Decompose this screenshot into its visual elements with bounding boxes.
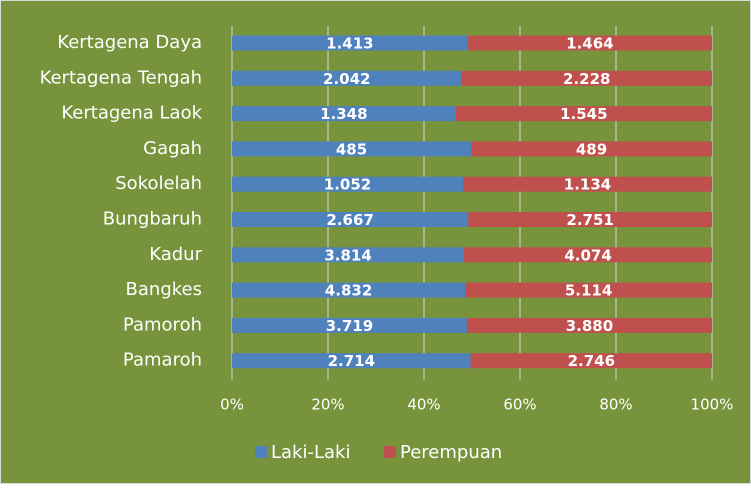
- legend-label: Perempuan: [400, 442, 502, 463]
- x-tick-label: 40%: [407, 396, 440, 414]
- data-label: 2.751: [566, 211, 613, 229]
- bar-segment: [464, 247, 712, 263]
- bar-segment: [462, 176, 712, 192]
- data-label: 485: [336, 140, 367, 158]
- category-label: Kertagena Laok: [61, 103, 202, 124]
- bar-segment: [232, 282, 466, 298]
- category-label: Kertagena Tengah: [40, 67, 202, 88]
- bar-segment: [232, 353, 471, 369]
- category-label: Bungbaruh: [103, 209, 202, 230]
- bar-segment: [232, 106, 456, 122]
- category-label: Pamaroh: [123, 350, 202, 371]
- bar-segment: [232, 35, 468, 51]
- x-tick-label: 0%: [220, 396, 244, 414]
- bar-segment: [232, 70, 462, 86]
- bar-segment: [232, 212, 469, 227]
- category-label: Gagah: [143, 138, 202, 159]
- data-label: 4.832: [325, 282, 372, 300]
- bar-segment: [455, 106, 712, 122]
- data-label: 2.228: [563, 70, 610, 88]
- x-tick-label: 80%: [599, 396, 632, 414]
- data-label: 1.052: [324, 176, 371, 194]
- category-label: Kertagena Daya: [57, 32, 202, 53]
- legend-label: Laki-Laki: [271, 442, 350, 463]
- category-label: Kadur: [149, 244, 202, 265]
- data-label: 4.074: [564, 246, 611, 264]
- data-label: 2.714: [328, 352, 375, 370]
- data-label: 1.348: [320, 105, 367, 123]
- data-label: 5.114: [565, 282, 612, 300]
- x-tick-label: 100%: [691, 396, 734, 414]
- data-label: 2.667: [326, 211, 373, 229]
- category-label: Sokolelah: [115, 173, 202, 194]
- bar-segment: [461, 70, 712, 86]
- data-label: 2.042: [323, 70, 370, 88]
- bar-segment: [471, 141, 712, 157]
- bar-segment: [465, 282, 712, 298]
- bar-segment: [466, 317, 712, 333]
- data-label: 3.880: [566, 317, 613, 335]
- category-label: Pamoroh: [123, 314, 202, 335]
- data-label: 3.814: [324, 246, 371, 264]
- bar-segment: [232, 176, 463, 192]
- data-label: 489: [576, 140, 607, 158]
- data-label: 1.464: [566, 35, 613, 53]
- bar-segment: [467, 35, 712, 51]
- bar-segment: [470, 353, 712, 369]
- bar-segment: [232, 317, 467, 333]
- data-label: 3.719: [326, 317, 373, 335]
- bar-segment: [232, 247, 465, 263]
- x-tick-label: 60%: [503, 396, 536, 414]
- data-label: 2.746: [568, 352, 615, 370]
- bar-segment: [468, 212, 712, 227]
- data-label: 1.134: [564, 176, 611, 194]
- data-label: 1.413: [326, 35, 373, 53]
- category-label: Bangkes: [126, 279, 202, 300]
- legend-swatch: [255, 446, 267, 458]
- x-tick-label: 20%: [311, 396, 344, 414]
- data-label: 1.545: [560, 105, 607, 123]
- bar-segment: [232, 141, 472, 157]
- legend-swatch: [384, 446, 396, 458]
